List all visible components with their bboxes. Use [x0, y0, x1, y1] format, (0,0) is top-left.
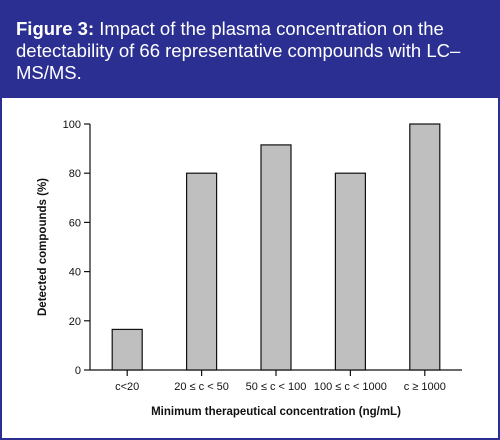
y-tick-label: 100 [63, 119, 81, 131]
y-tick-label: 20 [69, 316, 81, 328]
y-axis: 0 20 40 60 80 100 Detected compounds (%) [37, 119, 91, 377]
y-ticks: 0 20 40 60 80 100 [63, 119, 90, 377]
bars [111, 123, 441, 371]
x-axis: c<20 20 ≤ c < 50 50 ≤ c < 100 100 ≤ c < 100… [90, 369, 462, 418]
x-tick-label: c ≥ 1000 [404, 381, 446, 393]
x-tick-label: 50 ≤ c < 100 [246, 381, 307, 393]
bar-2 [260, 144, 292, 371]
x-tick-label: 20 ≤ c < 50 [174, 381, 229, 393]
figure-caption: Impact of the plasma concentration on th… [16, 18, 461, 83]
y-tick-label: 0 [75, 365, 81, 377]
bar-1 [186, 172, 218, 371]
y-tick-label: 40 [69, 267, 81, 279]
bar-0 [111, 328, 143, 371]
y-tick-label: 60 [69, 217, 81, 229]
y-tick-label: 80 [69, 168, 81, 180]
figure-header: Figure 3: Impact of the plasma concentra… [2, 2, 498, 98]
y-axis-title: Detected compounds (%) [37, 178, 49, 316]
x-tick-label: c<20 [115, 381, 139, 393]
bar-4 [409, 123, 441, 371]
x-axis-title: Minimum therapeutical concentration (ng/… [151, 406, 401, 418]
bar-3 [334, 172, 366, 371]
bar-chart: 0 20 40 60 80 100 Detected compounds (%) c<20… [37, 119, 462, 418]
x-tick-label: 100 ≤ c < 1000 [314, 381, 387, 393]
x-ticks: c<20 20 ≤ c < 50 50 ≤ c < 100 100 ≤ c < 100… [115, 370, 446, 393]
figure-label: Figure 3: [16, 18, 95, 39]
